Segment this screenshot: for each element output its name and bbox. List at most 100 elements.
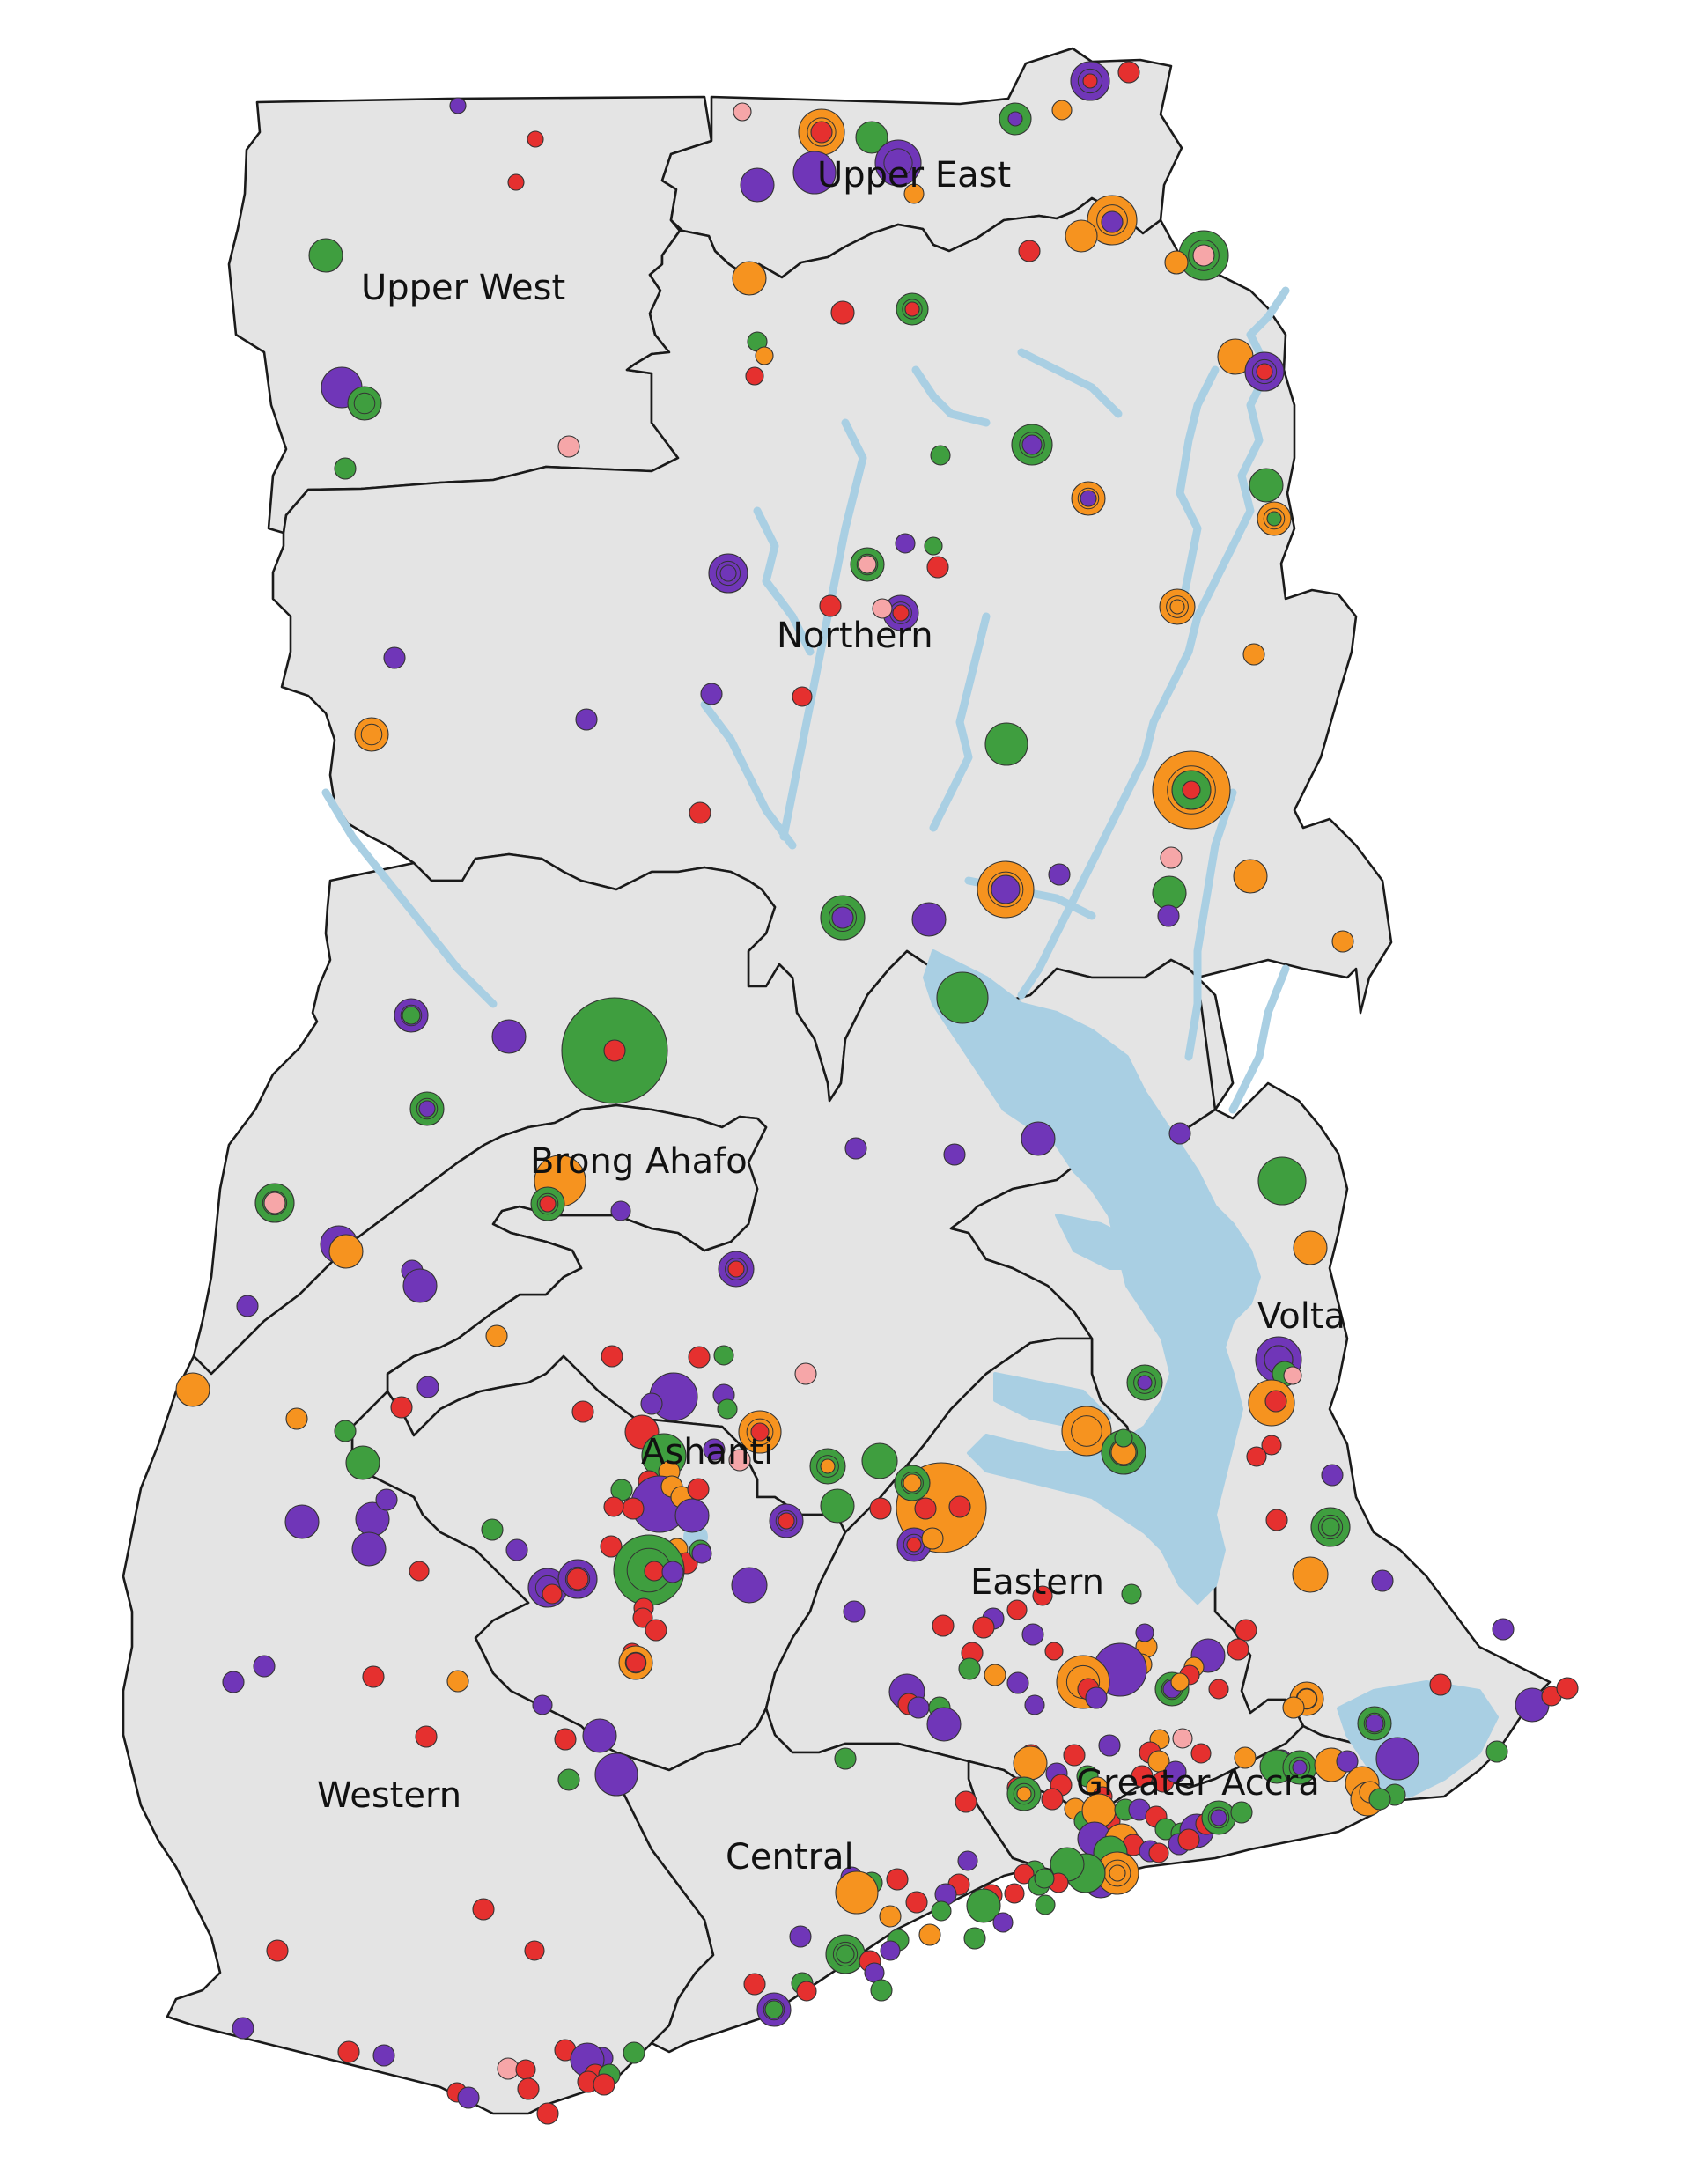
marker-purple-circle (661, 1561, 684, 1583)
marker-purple-circle (532, 1694, 553, 1715)
marker-red-circle (1006, 1599, 1028, 1620)
marker-green-circle (958, 1657, 981, 1680)
marker-green-circle (930, 445, 951, 466)
marker-purple-circle (1085, 1686, 1108, 1709)
marker-ring-purple (1288, 1756, 1311, 1779)
region-shape-upper-west (227, 95, 713, 535)
marker-purple-circle (731, 1567, 768, 1604)
marker-red-circle (593, 2073, 615, 2096)
marker-red-circle (625, 1652, 646, 1673)
marker-red-circle (1182, 780, 1201, 800)
marker-purple-circle (1210, 1809, 1227, 1826)
marker-purple-circle (703, 1438, 726, 1461)
marker-purple-circle (719, 564, 737, 582)
marker-orange-circle (175, 1372, 210, 1407)
marker-purple-circle (253, 1655, 276, 1678)
marker-red-circle (600, 1535, 623, 1558)
marker-ring-green (1013, 1782, 1036, 1805)
marker-red-circle (906, 1537, 922, 1553)
marker-purple-circle (1101, 210, 1124, 233)
marker-purple-circle (418, 1100, 436, 1118)
marker-orange-circle (1061, 1406, 1112, 1457)
lake-volta (923, 949, 1261, 1605)
marker-purple-circle (1157, 904, 1180, 927)
marker-purple-circle (1371, 1569, 1394, 1592)
oti-river (1184, 788, 1237, 1061)
marker-ring-orange (1251, 358, 1278, 385)
marker-green-circle (984, 722, 1028, 766)
marker-green-circle (870, 1979, 893, 2002)
marker-purple-circle (1292, 1760, 1308, 1775)
marker-purple-circle (375, 1488, 398, 1511)
marker-red-circle (1556, 1677, 1579, 1700)
marker-red-circle (778, 1512, 795, 1530)
marker-red-circle (904, 301, 920, 317)
marker-green-circle (1034, 1868, 1055, 1889)
marker-ring-green (775, 1509, 798, 1532)
marker-orange-circle (328, 1234, 364, 1269)
tributary-river (911, 365, 991, 427)
marker-green-circle (966, 1888, 1001, 1923)
marker-red-circle (1063, 1744, 1086, 1767)
marker-orange-circle (1233, 859, 1268, 894)
marker-orange-circle (918, 1923, 941, 1946)
marker-ring-green (1133, 1371, 1156, 1394)
marker-red-circle (750, 1422, 770, 1442)
marker-ring-orange (1263, 507, 1286, 530)
marker-red-circle (948, 1495, 971, 1518)
marker-green-circle (931, 1900, 952, 1922)
marker-green-circle (936, 971, 989, 1024)
marker-purple-circle (911, 902, 947, 937)
marker-red-circle (810, 121, 833, 144)
region-label-ashanti: Ashanti (641, 1432, 773, 1472)
region-label-eastern: Eastern (970, 1562, 1104, 1603)
marker-ring-purple (564, 1566, 591, 1592)
marker-red-circle (1018, 240, 1041, 262)
marker-green-circle (717, 1398, 738, 1420)
marker-red-circle (603, 1039, 626, 1062)
marker-purple-circle (674, 1498, 710, 1533)
marker-orange-circle (1016, 1786, 1032, 1802)
marker-orange-circle (879, 1905, 902, 1928)
marker-pink-circle (263, 1192, 286, 1214)
marker-purple-circle (991, 874, 1021, 904)
marker-purple-circle (880, 1940, 901, 1961)
region-label-volta: Volta (1257, 1296, 1345, 1337)
marker-red-circle (745, 366, 764, 386)
marker-red-circle (905, 1891, 928, 1914)
marker-orange-circle (1292, 1556, 1329, 1593)
marker-purple-circle (843, 1600, 866, 1623)
marker-ring-orange (1317, 1514, 1344, 1540)
marker-purple-circle (1321, 1464, 1344, 1487)
marker-red-circle (566, 1568, 589, 1590)
marker-red-circle (1131, 1765, 1154, 1788)
marker-red-circle (415, 1725, 438, 1748)
marker-ring-orange (360, 723, 383, 746)
lake-volta-arm (1055, 1214, 1146, 1270)
marker-purple-circle (582, 1718, 617, 1753)
marker-purple-circle (1048, 863, 1071, 886)
marker-purple-circle (1098, 1734, 1121, 1757)
water-bodies (321, 286, 1499, 1798)
marker-purple-circle (895, 533, 916, 554)
marker-ring-orange (1071, 1415, 1102, 1447)
marker-red-circle (1041, 1788, 1064, 1811)
marker-purple-circle (640, 1392, 663, 1415)
marker-red-circle (743, 1973, 766, 1996)
marker-ring-orange (1096, 204, 1128, 236)
marker-ring-purple (883, 148, 913, 178)
region-label-western: Western (317, 1775, 461, 1816)
marker-ring-green (353, 392, 376, 415)
marker-ring-orange (1166, 595, 1189, 618)
marker-purple-circle (575, 708, 598, 731)
marker-red-circle (1261, 1435, 1282, 1456)
marker-orange-circle (485, 1324, 508, 1347)
marker-pink-circle (872, 598, 893, 619)
marker-red-circle (926, 556, 949, 579)
marker-purple-circle (1375, 1737, 1419, 1781)
marker-red-circle (507, 173, 525, 191)
marker-ring-orange (624, 1651, 647, 1674)
marker-red-circle (603, 1496, 624, 1517)
marker-orange-circle (1013, 1745, 1048, 1781)
